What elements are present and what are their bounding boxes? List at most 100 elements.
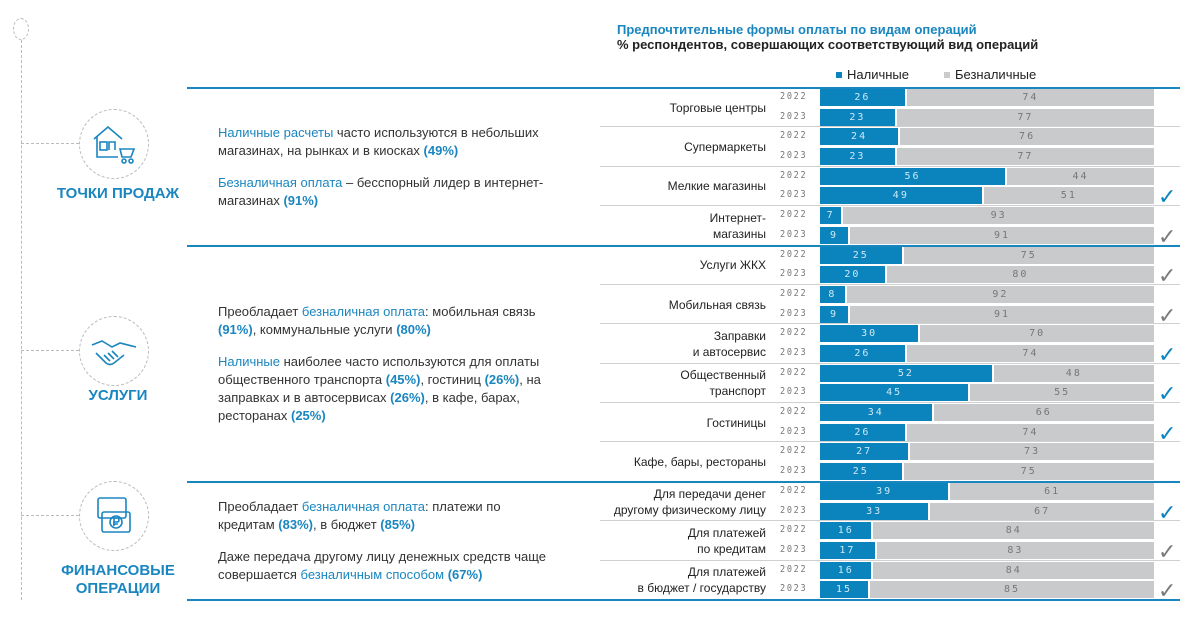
year-label: 2022 <box>780 484 808 496</box>
chart-title: Предпочтительные формы оплаты по видам о… <box>617 22 977 37</box>
check-icon: ✓ <box>1158 538 1177 564</box>
bar-cashless: 74 <box>906 89 1154 106</box>
bar-cash: 26 <box>820 345 905 362</box>
bar-cashless: 75 <box>903 463 1154 481</box>
category-label-line: Для передачи денег <box>653 486 766 501</box>
category-label: Мелкие магазины <box>668 167 766 206</box>
text: Преобладает <box>218 303 302 319</box>
connector-line <box>21 515 79 516</box>
year-label: 2022 <box>780 169 808 181</box>
bar-cashless: 55 <box>970 384 1154 402</box>
section-description: Преобладает безналичная оплата: мобильна… <box>218 303 548 439</box>
bar-cashless: 44 <box>1007 167 1154 185</box>
year-label: 2023 <box>780 228 808 240</box>
year-label: 2022 <box>780 91 808 102</box>
bar-cash: 34 <box>820 404 932 422</box>
bar-cashless: 66 <box>933 404 1154 422</box>
highlight-text: (91%) <box>283 192 319 208</box>
connector-line <box>21 350 79 351</box>
section-divider <box>187 87 1180 89</box>
bar-cash: 26 <box>820 89 905 106</box>
bar-cash: 33 <box>820 502 929 520</box>
category-label-line: по кредитам <box>697 541 766 556</box>
category-label: Интернет-магазины <box>710 206 766 245</box>
bar-cash: 25 <box>820 463 902 481</box>
legend-swatch-cashless <box>944 71 950 78</box>
year-label: 2022 <box>780 287 808 299</box>
shop-cart-icon <box>93 125 136 164</box>
bar-cash: 23 <box>820 108 895 126</box>
highlight-text: безналичная оплата <box>301 303 426 319</box>
category-label-line: Услуги ЖКХ <box>699 258 766 273</box>
bar-cashless: 51 <box>983 187 1154 205</box>
year-label: 2023 <box>780 425 808 437</box>
year-label: 2022 <box>780 327 808 339</box>
category-label-line: Торговые центры <box>669 100 766 115</box>
year-label: 2022 <box>780 248 808 260</box>
category-label: Общественный транспорт <box>680 364 766 403</box>
timeline-start-circle <box>13 18 29 40</box>
bar-cashless: 84 <box>873 561 1154 579</box>
text: , в кафе, барах, ресторанах <box>218 389 520 423</box>
highlight-text: (85%) <box>380 516 415 532</box>
bar-cash: 52 <box>820 364 992 382</box>
legend-item-cash: Наличные <box>836 67 909 82</box>
description-paragraph: Преобладает безналичная оплата: мобильна… <box>218 303 548 339</box>
category-label: Для платежей в бюджет / государству <box>638 561 766 600</box>
bar-cashless: 74 <box>906 423 1154 441</box>
bar-cashless: 77 <box>896 108 1154 126</box>
highlight-text: (26%) <box>484 371 520 387</box>
bar-cash: 16 <box>820 522 872 540</box>
bar-cash: 15 <box>820 581 869 599</box>
category-label-line: Супермаркеты <box>684 140 766 155</box>
bar-cashless: 76 <box>900 128 1154 146</box>
timeline-line <box>21 40 22 600</box>
section-title: ТОЧКИ ПРОДАЖ <box>56 185 180 202</box>
category-label-line: транспорт <box>709 384 766 399</box>
bar-cashless: 67 <box>930 502 1154 520</box>
row-group-divider <box>600 441 1180 443</box>
text: часто используются в небольших магазинах… <box>218 124 539 158</box>
legend-label-cash: Наличные <box>847 67 909 82</box>
bar-cash: 26 <box>820 423 905 441</box>
year-label: 2022 <box>780 406 808 418</box>
bar-cashless: 91 <box>850 305 1154 323</box>
year-label: 2023 <box>780 150 808 162</box>
text: , на заправках и в автосервисах <box>218 371 541 405</box>
bar-cashless: 48 <box>993 364 1154 382</box>
bar-cashless: 73 <box>910 443 1154 461</box>
chart-subtitle: % респондентов, совершающих соответствую… <box>617 37 1039 52</box>
category-label-line: Мелкие магазины <box>667 179 766 194</box>
category-label-line: Для платежей <box>687 525 766 540</box>
category-label: Гостиницы <box>707 403 766 442</box>
highlight-text: (67%) <box>447 566 483 582</box>
bar-cash: 8 <box>820 285 845 303</box>
description-paragraph: Наличные наиболее часто используются для… <box>218 353 548 425</box>
year-label: 2022 <box>780 209 808 221</box>
description-paragraph: Преобладает безналичная оплата: платежи … <box>218 498 548 534</box>
bar-cashless: 80 <box>886 266 1154 284</box>
bar-cashless: 77 <box>896 148 1154 166</box>
bar-cash: 45 <box>820 384 969 402</box>
year-label: 2023 <box>780 268 808 280</box>
category-label: Торговые центры <box>670 88 766 127</box>
bar-cash: 25 <box>820 246 902 264</box>
category-label-line: Мобильная связь <box>668 297 766 312</box>
bar-cash: 39 <box>820 482 949 500</box>
row-group-divider <box>600 559 1180 561</box>
bar-cash: 30 <box>820 325 919 343</box>
category-label: Кафе, бары, рестораны <box>634 442 766 481</box>
row-group-divider <box>600 205 1180 207</box>
check-icon: ✓ <box>1158 381 1177 407</box>
section-divider <box>187 599 1180 601</box>
year-label: 2023 <box>780 110 808 122</box>
bar-cash: 20 <box>820 266 885 284</box>
highlight-text: (25%) <box>290 407 326 423</box>
highlight-text: Безналичная оплата <box>218 174 343 190</box>
check-icon: ✓ <box>1158 420 1177 446</box>
highlight-text: безналичным способом <box>300 566 445 582</box>
bar-cashless: 70 <box>920 325 1154 343</box>
bar-cashless: 75 <box>903 246 1154 264</box>
bar-cashless: 85 <box>870 581 1154 599</box>
bar-cashless: 84 <box>873 522 1154 540</box>
